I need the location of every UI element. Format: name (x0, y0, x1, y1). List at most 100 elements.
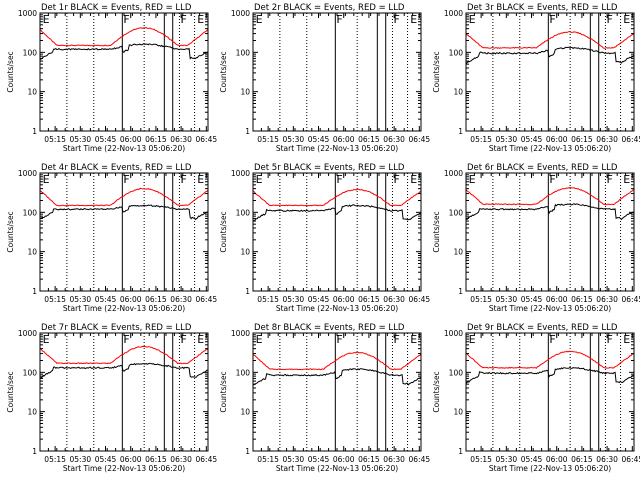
panel-title: Det 6r BLACK = Events, RED = LLD (467, 163, 618, 173)
y-tick-label: 10 (240, 408, 250, 417)
y-tick-label: 1 (458, 447, 463, 456)
x-tick-label: 05:45 (308, 135, 330, 144)
y-tick-label: 1000 (444, 329, 463, 338)
y-tick-label: 10 (453, 408, 463, 417)
x-tick-label: 06:30 (596, 295, 618, 304)
y-axis-label: Counts/sec (432, 211, 441, 252)
y-tick-label: 100 (23, 368, 38, 377)
series-events-line (40, 43, 209, 60)
series-events-line (465, 203, 635, 221)
x-tick-label: 06:30 (596, 455, 618, 464)
plot-frame (252, 12, 422, 132)
x-tick-label: 06:45 (196, 295, 218, 304)
marker-label-f: F (336, 333, 342, 346)
y-axis-label: Counts/sec (432, 371, 441, 412)
x-tick-label: 06:30 (170, 455, 192, 464)
x-tick-label: 06:15 (358, 135, 380, 144)
marker-label-f: F (180, 333, 186, 346)
marker-label-f: F (393, 333, 399, 346)
x-tick-label: 06:30 (383, 135, 405, 144)
y-tick-label: 1000 (231, 9, 250, 18)
x-tick-label: 05:45 (308, 295, 330, 304)
x-tick-label: 06:00 (120, 295, 142, 304)
marker-label-e: E (410, 333, 417, 346)
panel-title: Det 2r BLACK = Events, RED = LLD (254, 3, 405, 13)
marker-label-e: E (256, 13, 263, 26)
x-tick-label: 05:30 (283, 135, 305, 144)
y-tick-label: 100 (23, 48, 38, 57)
x-tick-label: 05:15 (44, 295, 66, 304)
x-tick-label: 06:00 (120, 455, 142, 464)
panel-title: Det 1r BLACK = Events, RED = LLD (41, 3, 192, 13)
x-tick-label: 05:45 (308, 455, 330, 464)
x-tick-label: 05:15 (257, 295, 279, 304)
x-axis-label: Start Time (22-Nov-13 05:06:20) (276, 144, 398, 153)
x-axis-label: Start Time (22-Nov-13 05:06:20) (276, 464, 398, 473)
x-tick-label: 06:45 (622, 295, 640, 304)
marker-label-f: F (123, 13, 129, 26)
y-tick-label: 10 (27, 408, 37, 417)
x-tick-label: 05:30 (70, 135, 92, 144)
y-tick-label: 10 (453, 248, 463, 257)
x-tick-label: 06:00 (333, 135, 355, 144)
marker-label-e: E (410, 173, 417, 186)
plot-frame (39, 12, 209, 132)
panel-det-4r: Det 4r BLACK = Events, RED = LLD Counts/s… (6, 163, 217, 313)
y-tick-label: 10 (240, 248, 250, 257)
y-tick-label: 100 (236, 368, 251, 377)
x-tick-label: 06:00 (333, 455, 355, 464)
series-events-line (252, 368, 422, 386)
x-tick-label: 05:45 (95, 455, 117, 464)
marker-label-f: F (393, 173, 399, 186)
x-tick-label: 06:00 (546, 295, 568, 304)
series-lld-line (465, 31, 635, 49)
marker-label-e: E (43, 173, 50, 186)
y-tick-label: 1 (245, 127, 250, 136)
marker-label-f: F (123, 173, 129, 186)
x-tick-label: 05:45 (521, 455, 543, 464)
marker-label-e: E (469, 13, 476, 26)
panel-title: Det 3r BLACK = Events, RED = LLD (467, 3, 618, 13)
marker-label-e: E (469, 173, 476, 186)
panel-det-7r: Det 7r BLACK = Events, RED = LLD Counts/s… (6, 323, 217, 473)
x-tick-label: 06:00 (546, 455, 568, 464)
marker-label-f: F (180, 13, 186, 26)
x-tick-label: 06:15 (145, 455, 167, 464)
y-tick-label: 1000 (444, 9, 463, 18)
y-tick-label: 10 (27, 88, 37, 97)
panel-title: Det 4r BLACK = Events, RED = LLD (41, 163, 192, 173)
marker-label-f: F (549, 13, 555, 26)
y-tick-label: 1 (245, 447, 250, 456)
marker-label-f: F (393, 13, 399, 26)
y-tick-label: 1000 (18, 9, 37, 18)
panel-det-6r: Det 6r BLACK = Events, RED = LLD Counts/s… (432, 163, 640, 313)
x-axis-label: Start Time (22-Nov-13 05:06:20) (63, 464, 185, 473)
x-tick-label: 06:00 (333, 295, 355, 304)
marker-label-f: F (336, 173, 342, 186)
series-lld-line (39, 345, 209, 365)
plot-frame (465, 12, 635, 132)
y-tick-label: 100 (236, 48, 251, 57)
marker-label-e: E (197, 13, 204, 26)
x-axis-label: Start Time (22-Nov-13 05:06:20) (276, 304, 398, 313)
series-lld-line (465, 186, 635, 206)
series-events-line (39, 362, 209, 379)
panel-title: Det 7r BLACK = Events, RED = LLD (41, 323, 192, 333)
x-axis-label: Start Time (22-Nov-13 05:06:20) (489, 464, 611, 473)
x-tick-label: 05:15 (470, 295, 492, 304)
marker-label-f: F (606, 333, 612, 346)
marker-label-f: F (549, 333, 555, 346)
x-tick-label: 05:45 (521, 295, 543, 304)
y-tick-label: 100 (236, 208, 251, 217)
x-tick-label: 06:45 (622, 455, 640, 464)
series-lld-line (39, 187, 209, 207)
y-tick-label: 100 (449, 368, 464, 377)
series-lld-line (465, 350, 635, 369)
x-tick-label: 06:30 (383, 455, 405, 464)
x-tick-label: 05:15 (44, 455, 66, 464)
series-lld-line (39, 26, 209, 47)
y-tick-label: 1000 (18, 329, 37, 338)
y-tick-label: 10 (27, 248, 37, 257)
marker-label-e: E (623, 173, 630, 186)
